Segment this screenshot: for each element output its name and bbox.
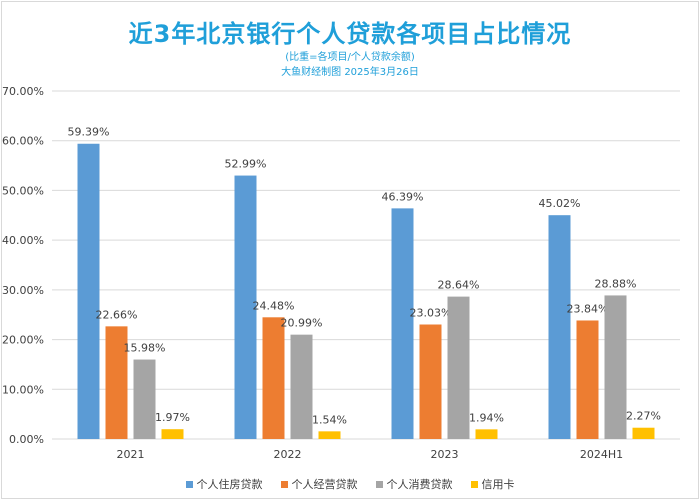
bar	[290, 334, 313, 439]
data-label: 28.64%	[438, 279, 480, 292]
x-tick-label: 2024H1	[580, 448, 623, 461]
bar	[262, 317, 285, 439]
bar	[632, 427, 655, 439]
data-label: 59.39%	[68, 126, 110, 139]
chart-legend: 个人住房贷款 个人经营贷款 个人消费贷款 信用卡	[0, 476, 700, 492]
y-tick-label: 60.00%	[2, 135, 44, 148]
data-label: 24.48%	[253, 299, 295, 312]
bar	[604, 295, 627, 439]
bar	[105, 326, 128, 439]
bar	[77, 143, 100, 439]
bar	[576, 320, 599, 439]
legend-swatch-credit-card	[470, 480, 478, 488]
legend-item-business: 个人经营贷款	[280, 476, 358, 492]
y-tick-label: 70.00%	[2, 85, 44, 98]
legend-item-consumer: 个人消费贷款	[375, 476, 453, 492]
data-label: 2.27%	[626, 410, 661, 423]
y-tick-label: 50.00%	[2, 184, 44, 197]
legend-swatch-housing	[185, 480, 193, 488]
y-tick-label: 30.00%	[2, 284, 44, 297]
bar	[475, 429, 498, 439]
x-tick-label: 2021	[117, 448, 145, 461]
bar	[419, 324, 442, 439]
legend-label-consumer: 个人消费贷款	[386, 478, 453, 491]
legend-swatch-consumer	[375, 480, 383, 488]
chart-subtitle: (比重=各项目/个人贷款余额)	[285, 52, 415, 63]
data-label: 15.98%	[124, 342, 166, 355]
bar	[318, 431, 341, 439]
y-tick-label: 0.00%	[9, 433, 44, 446]
bar	[447, 296, 470, 439]
data-label: 45.02%	[539, 197, 581, 210]
data-label: 1.54%	[312, 413, 347, 426]
bar	[548, 215, 571, 439]
bar	[234, 175, 257, 439]
data-label: 52.99%	[225, 158, 267, 171]
y-tick-label: 10.00%	[2, 383, 44, 396]
data-label: 23.03%	[410, 307, 452, 320]
chart-source-note: 大鱼财经制图 2025年3月26日	[281, 67, 419, 78]
x-tick-label: 2023	[431, 448, 459, 461]
legend-item-housing: 个人住房贷款	[185, 476, 263, 492]
bar	[161, 429, 184, 439]
y-tick-label: 40.00%	[2, 234, 44, 247]
data-label: 22.66%	[96, 308, 138, 321]
x-tick-label: 2022	[274, 448, 302, 461]
data-label: 23.84%	[567, 302, 609, 315]
data-label: 1.94%	[469, 411, 504, 424]
legend-label-credit-card: 信用卡	[481, 478, 515, 491]
data-label: 28.88%	[595, 277, 637, 290]
y-tick-label: 20.00%	[2, 334, 44, 347]
bar	[391, 208, 414, 439]
data-label: 20.99%	[281, 317, 323, 330]
legend-label-housing: 个人住房贷款	[196, 478, 263, 491]
chart-title: 近3年北京银行个人贷款各项目占比情况	[128, 20, 572, 48]
data-label: 46.39%	[382, 190, 424, 203]
legend-label-business: 个人经营贷款	[291, 478, 358, 491]
data-label: 1.97%	[155, 411, 190, 424]
legend-swatch-business	[280, 480, 288, 488]
legend-item-credit-card: 信用卡	[470, 476, 515, 492]
bar	[133, 359, 156, 439]
